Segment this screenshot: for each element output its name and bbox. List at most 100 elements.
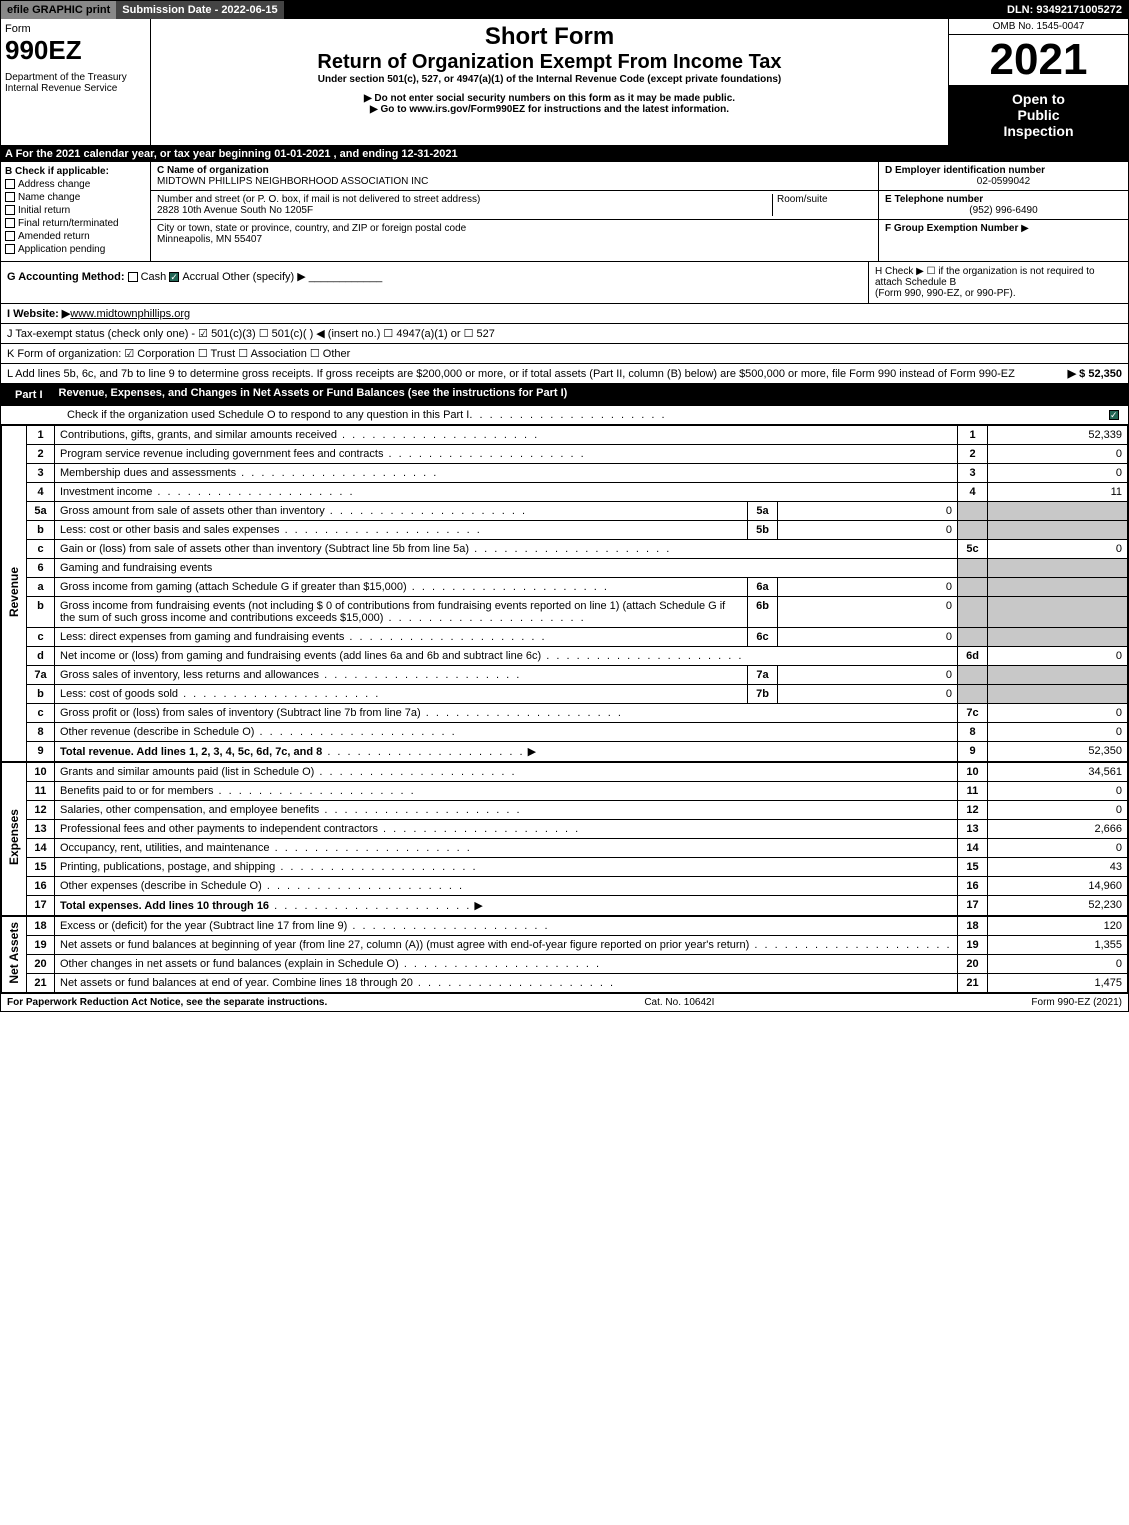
line-desc: Gross profit or (loss) from sales of inv… [55,704,958,723]
sub-line-value: 0 [778,666,958,685]
line-number: 6 [27,559,55,578]
line-desc: Gross income from fundraising events (no… [55,597,748,628]
result-line-num: 8 [958,723,988,742]
chk-initial-return[interactable]: Initial return [5,205,146,216]
sub-line-label: 6c [748,628,778,647]
result-line-num: 16 [958,877,988,896]
tel-cell: E Telephone number (952) 996-6490 [879,191,1128,220]
table-row: 17Total expenses. Add lines 10 through 1… [2,896,1128,916]
dept-line1: Department of the Treasury [5,72,146,83]
chk-amended-return[interactable]: Amended return [5,231,146,242]
amount-shaded [988,685,1128,704]
line-desc: Program service revenue including govern… [55,445,958,464]
line-desc: Benefits paid to or for members [55,782,958,801]
table-row: 15Printing, publications, postage, and s… [2,858,1128,877]
table-row: cGross profit or (loss) from sales of in… [2,704,1128,723]
city-value: Minneapolis, MN 55407 [157,234,872,245]
netassets-table: Net Assets18Excess or (deficit) for the … [1,916,1128,993]
line-amount: 52,230 [988,896,1128,916]
org-city-cell: City or town, state or province, country… [151,220,878,248]
amount-shaded [988,666,1128,685]
line-desc: Total expenses. Add lines 10 through 16 … [55,896,958,916]
chk-cash[interactable] [128,272,138,282]
chk-address-change[interactable]: Address change [5,179,146,190]
result-line-num: 20 [958,955,988,974]
line-desc: Other changes in net assets or fund bala… [55,955,958,974]
result-line-num: 11 [958,782,988,801]
line-desc: Other revenue (describe in Schedule O) [55,723,958,742]
line-amount: 0 [988,647,1128,666]
line-desc: Investment income [55,483,958,502]
chk-name-change[interactable]: Name change [5,192,146,203]
result-line-num: 19 [958,936,988,955]
grp-label: F Group Exemption Number [885,223,1018,234]
line-desc: Gaming and fundraising events [55,559,958,578]
org-addr-cell: Number and street (or P. O. box, if mail… [151,191,878,220]
table-row: 4Investment income411 [2,483,1128,502]
line-number: 5a [27,502,55,521]
line-desc: Gain or (loss) from sale of assets other… [55,540,958,559]
chk-accrual[interactable] [169,272,179,282]
instr-no-ssn: Do not enter social security numbers on … [155,93,944,104]
info-grid: B Check if applicable: Address change Na… [1,162,1128,262]
sub-line-label: 5a [748,502,778,521]
result-num-shaded [958,597,988,628]
instr-goto[interactable]: Go to www.irs.gov/Form990EZ for instruct… [155,104,944,115]
efile-print-label[interactable]: efile GRAPHIC print [1,1,116,19]
result-num-shaded [958,559,988,578]
line-k-org-form: K Form of organization: ☑ Corporation ☐ … [1,344,1128,364]
result-line-num: 1 [958,426,988,445]
website-value[interactable]: www.midtownphillips.org [70,308,190,320]
table-row: 13Professional fees and other payments t… [2,820,1128,839]
group-exemption-cell: F Group Exemption Number ▶ [879,220,1128,237]
table-row: Expenses10Grants and similar amounts pai… [2,763,1128,782]
line-number: c [27,704,55,723]
ein-value: 02-0599042 [885,176,1122,187]
ein-cell: D Employer identification number 02-0599… [879,162,1128,191]
table-row: cGain or (loss) from sale of assets othe… [2,540,1128,559]
result-line-num: 17 [958,896,988,916]
tax-year: 2021 [949,35,1128,85]
line-amount: 0 [988,839,1128,858]
title-short-form: Short Form [155,23,944,51]
line-desc: Excess or (deficit) for the year (Subtra… [55,917,958,936]
result-num-shaded [958,578,988,597]
line-number: 16 [27,877,55,896]
footer-left: For Paperwork Reduction Act Notice, see … [7,997,327,1008]
chk-schedule-o[interactable] [1109,410,1119,420]
line-amount: 43 [988,858,1128,877]
line-number: 3 [27,464,55,483]
line-number: 12 [27,801,55,820]
result-line-num: 5c [958,540,988,559]
col-b-header: B Check if applicable: [5,166,146,177]
result-line-num: 9 [958,742,988,762]
line-number: c [27,628,55,647]
amount-shaded [988,502,1128,521]
chk-application-pending[interactable]: Application pending [5,244,146,255]
vertical-tab: Net Assets [2,917,27,993]
form-container: efile GRAPHIC print Submission Date - 20… [0,0,1129,1012]
result-line-num: 4 [958,483,988,502]
line-desc: Gross amount from sale of assets other t… [55,502,748,521]
addr-value: 2828 10th Avenue South No 1205F [157,205,772,216]
line-i-website: I Website: ▶ www.midtownphillips.org [1,304,1128,324]
schedule-b-check: H Check ▶ ☐ if the organization is not r… [868,262,1128,303]
result-line-num: 6d [958,647,988,666]
sub-line-value: 0 [778,521,958,540]
sub-line-label: 7b [748,685,778,704]
table-row: 21Net assets or fund balances at end of … [2,974,1128,993]
table-row: Net Assets18Excess or (deficit) for the … [2,917,1128,936]
table-row: bGross income from fundraising events (n… [2,597,1128,628]
line-number: b [27,597,55,628]
submission-date: Submission Date - 2022-06-15 [116,1,283,19]
h-text2: (Form 990, 990-EZ, or 990-PF). [875,288,1122,299]
line-desc: Occupancy, rent, utilities, and maintena… [55,839,958,858]
tel-value: (952) 996-6490 [885,205,1122,216]
line-amount: 52,339 [988,426,1128,445]
chk-final-return[interactable]: Final return/terminated [5,218,146,229]
column-c-org: C Name of organization MIDTOWN PHILLIPS … [151,162,878,261]
line-number: 18 [27,917,55,936]
line-l-text: L Add lines 5b, 6c, and 7b to line 9 to … [7,368,1015,380]
h-text1: H Check ▶ ☐ if the organization is not r… [875,266,1122,288]
result-line-num: 10 [958,763,988,782]
